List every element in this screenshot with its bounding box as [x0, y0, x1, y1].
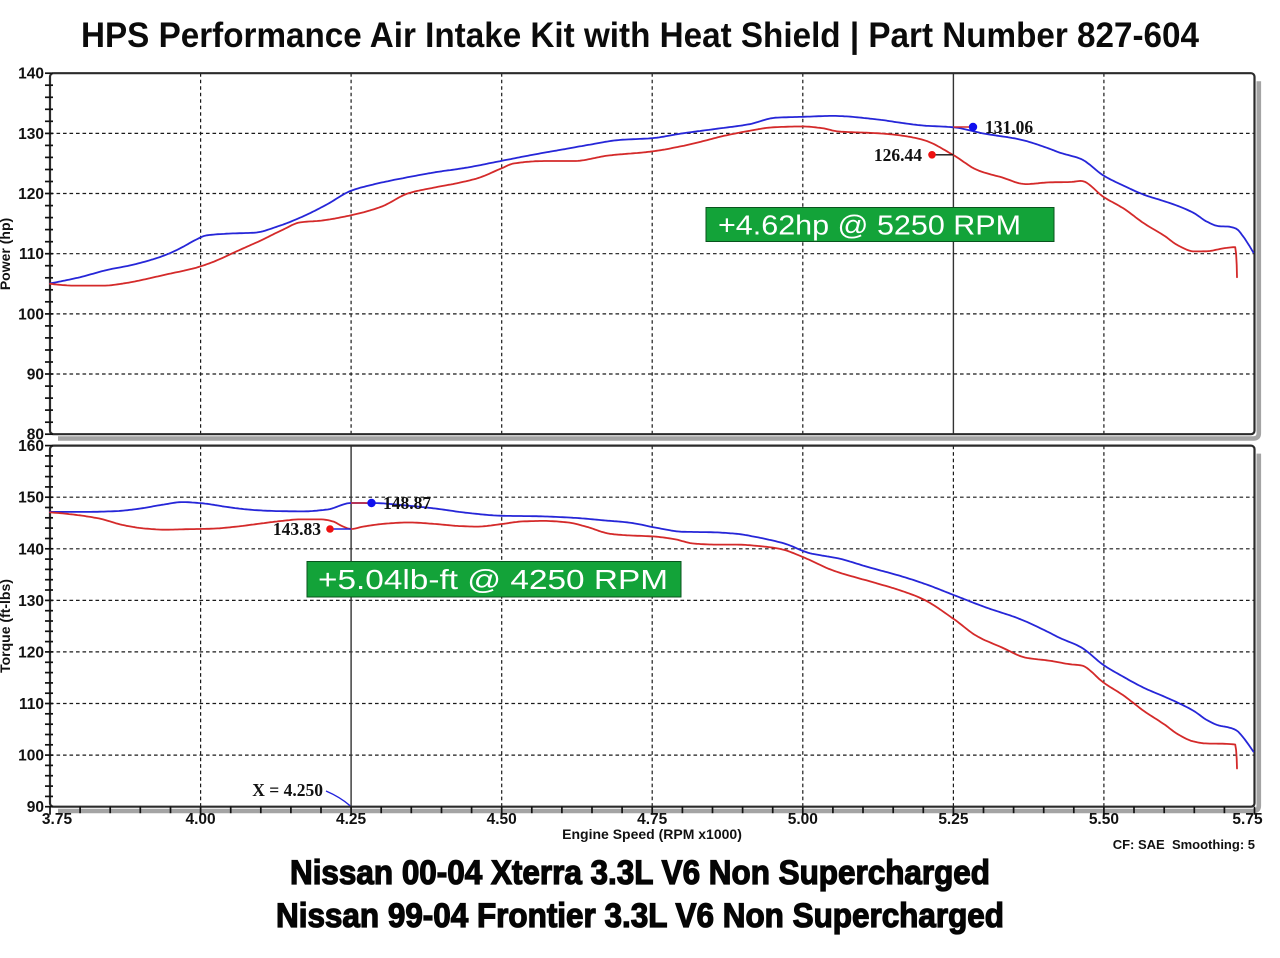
- svg-text:100: 100: [18, 306, 44, 323]
- svg-text:90: 90: [27, 367, 44, 384]
- svg-text:148.87: 148.87: [383, 493, 431, 513]
- svg-text:4.75: 4.75: [637, 811, 668, 828]
- svg-text:+4.62hp @ 5250 RPM: +4.62hp @ 5250 RPM: [718, 210, 1021, 241]
- svg-text:140: 140: [18, 66, 44, 83]
- svg-text:Nissan 00-04 Xterra 3.3L V6 No: Nissan 00-04 Xterra 3.3L V6 Non Supercha…: [290, 854, 990, 892]
- svg-text:5.25: 5.25: [938, 811, 969, 828]
- svg-text:4.25: 4.25: [336, 811, 367, 828]
- svg-text:HPS Performance Air Intake Kit: HPS Performance Air Intake Kit with Heat…: [81, 15, 1199, 55]
- svg-text:150: 150: [18, 490, 44, 507]
- svg-text:160: 160: [18, 438, 44, 455]
- svg-text:140: 140: [18, 541, 44, 558]
- svg-text:Torque (ft-lbs): Torque (ft-lbs): [0, 579, 13, 673]
- svg-text:5.00: 5.00: [788, 811, 818, 828]
- svg-text:5.50: 5.50: [1089, 811, 1119, 828]
- svg-text:Nissan 99-04 Frontier 3.3L V6: Nissan 99-04 Frontier 3.3L V6 Non Superc…: [276, 897, 1004, 935]
- svg-text:110: 110: [19, 696, 44, 713]
- svg-text:110: 110: [19, 246, 44, 263]
- svg-text:3.75: 3.75: [42, 811, 73, 828]
- svg-text:4.50: 4.50: [487, 811, 517, 828]
- svg-text:131.06: 131.06: [985, 117, 1033, 137]
- svg-text:90: 90: [27, 799, 44, 816]
- svg-text:+5.04lb-ft @ 4250 RPM: +5.04lb-ft @ 4250 RPM: [318, 564, 668, 595]
- svg-text:X = 4.250: X = 4.250: [252, 780, 323, 800]
- svg-text:120: 120: [18, 644, 44, 661]
- svg-text:5.75: 5.75: [1232, 811, 1263, 828]
- svg-text:Engine Speed (RPM x1000): Engine Speed (RPM x1000): [562, 826, 742, 842]
- svg-text:130: 130: [18, 126, 44, 143]
- svg-text:4.00: 4.00: [186, 811, 216, 828]
- svg-text:143.83: 143.83: [273, 519, 321, 539]
- svg-text:Power (hp): Power (hp): [0, 218, 13, 290]
- svg-text:CF: SAE Smoothing: 5: CF: SAE Smoothing: 5: [1113, 837, 1255, 852]
- svg-text:130: 130: [18, 593, 44, 610]
- svg-text:100: 100: [18, 748, 44, 765]
- svg-text:126.44: 126.44: [874, 145, 922, 165]
- svg-text:120: 120: [18, 186, 44, 203]
- svg-text:80: 80: [27, 427, 44, 444]
